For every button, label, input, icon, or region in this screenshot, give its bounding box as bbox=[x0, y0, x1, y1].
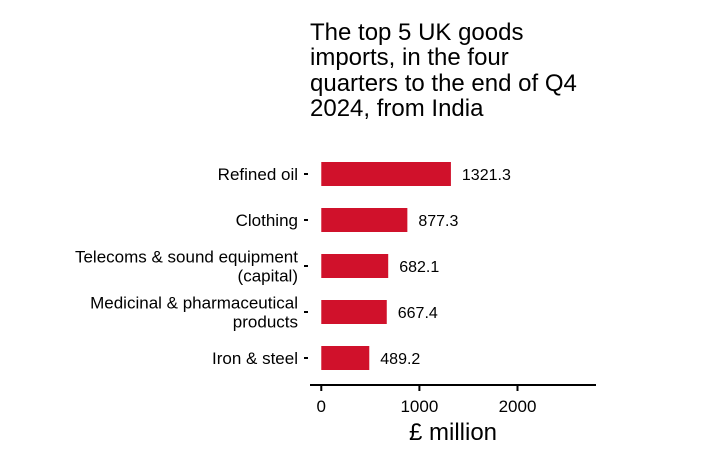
x-tick-label: 0 bbox=[317, 397, 326, 416]
category-label: products bbox=[233, 313, 298, 332]
x-axis-title: £ million bbox=[409, 419, 497, 446]
bar-value-label: 877.3 bbox=[418, 213, 458, 230]
bar-value-label: 489.2 bbox=[380, 351, 420, 368]
bar bbox=[321, 300, 387, 324]
bar bbox=[321, 162, 451, 186]
category-label: Telecoms & sound equipment bbox=[75, 248, 298, 267]
x-tick-label: 2000 bbox=[499, 397, 537, 416]
chart-title-line: 2024, from India bbox=[310, 95, 484, 123]
chart-title-line: imports, in the four bbox=[310, 44, 509, 72]
category-label: Iron & steel bbox=[212, 349, 298, 368]
x-tick-label: 1000 bbox=[400, 397, 438, 416]
category-label: Clothing bbox=[236, 211, 298, 230]
category-label: Refined oil bbox=[218, 165, 298, 184]
chart-title-line: quarters to the end of Q4 bbox=[310, 69, 577, 97]
chart-title-line: The top 5 UK goods bbox=[310, 19, 524, 46]
chart-title: The top 5 UK goods imports, in the four … bbox=[310, 20, 630, 122]
bar bbox=[321, 254, 389, 278]
bar-value-label: 1321.3 bbox=[462, 167, 511, 184]
bar bbox=[321, 208, 408, 232]
category-label: Medicinal & pharmaceutical bbox=[90, 294, 298, 313]
bar bbox=[321, 346, 370, 370]
bar-value-label: 682.1 bbox=[399, 259, 439, 276]
category-label: (capital) bbox=[238, 267, 298, 286]
bar-value-label: 667.4 bbox=[398, 305, 438, 322]
